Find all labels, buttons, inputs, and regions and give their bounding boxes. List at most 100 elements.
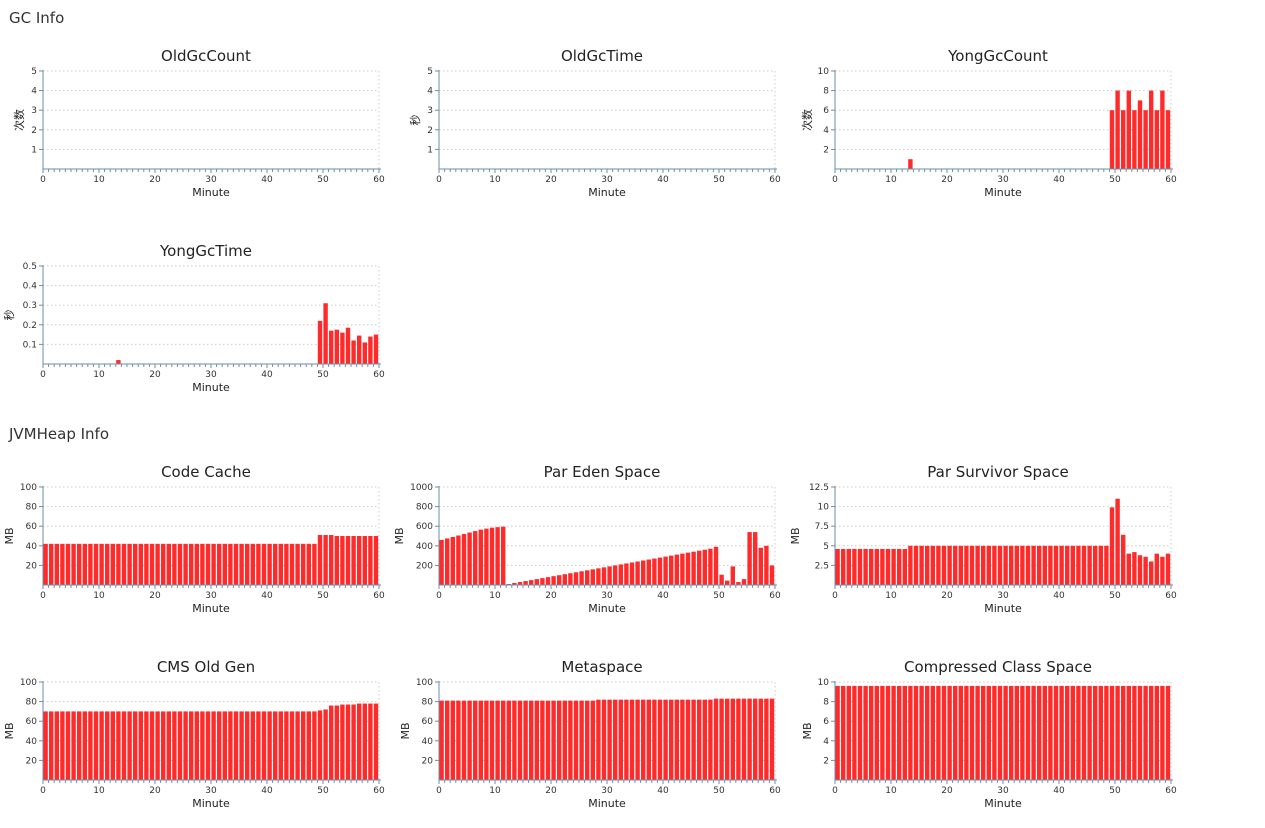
bar [624,563,629,585]
bar [172,711,177,780]
bar [439,700,444,780]
bar [222,543,227,585]
bar [110,543,115,585]
bar [54,543,59,585]
bar [250,543,255,585]
bar [161,711,166,780]
bar [1165,110,1171,169]
bar [261,711,267,780]
bar [116,360,121,364]
bar [997,685,1003,780]
bar [43,711,48,780]
bar [334,536,339,585]
chart-title: YongGcCount [948,47,1048,65]
x-axis-label: Minute [192,186,230,199]
x-tick-label: 20 [545,591,557,601]
bar [273,711,278,780]
chart-svg: 0 10 20 30 40 50 60 20 40 60 80 100 Minute MB [399,678,781,810]
y-tick-label: 80 [26,698,38,708]
bar [596,699,601,780]
bar [841,685,846,780]
bar [77,543,82,585]
y-tick-label: 7.5 [815,522,829,532]
bar [351,536,356,585]
x-tick-label: 60 [373,591,385,601]
bar [273,543,278,585]
bar [200,543,205,585]
bar [473,700,478,780]
y-tick-label: 4 [823,737,829,747]
bar [127,543,132,585]
bar [267,711,272,780]
x-tick-label: 40 [261,370,273,380]
bar [753,698,758,780]
bar [747,532,752,585]
chart-svg: 0 10 20 30 40 50 60 2 4 6 8 10 Minute 次数 [800,67,1177,199]
bar [680,699,685,780]
bar [329,535,334,585]
bar [233,543,239,585]
chart-svg: 0 10 20 30 40 50 60 1 2 3 4 5 Minute 秒 [408,67,781,199]
bar [1098,685,1103,780]
bar [908,545,913,585]
x-tick-label: 20 [149,175,161,185]
bar [49,543,54,585]
chart-svg: 0 10 20 30 40 50 60 200 400 600 800 1000 Minute MB [393,483,781,615]
y-tick-label: 10 [818,67,830,77]
bar [323,535,328,585]
y-tick-label: 6 [823,717,829,727]
x-tick-label: 60 [769,786,781,796]
y-tick-label: 0.4 [23,282,38,292]
bar [562,574,567,585]
bar [1076,685,1081,780]
bar [835,548,840,585]
y-tick-label: 100 [20,483,37,493]
chart-title: Compressed Class Space [904,658,1092,676]
bar [1009,685,1014,780]
bar [925,685,930,780]
bar [65,543,71,585]
bar [1109,507,1115,585]
chart-title: OldGcTime [560,47,644,65]
chart-compressed-class-space: Compressed Class Space 0 10 20 30 40 50 60 2 4 6 8… [801,658,1194,828]
bar [908,685,913,780]
bar [941,545,947,585]
x-tick-label: 20 [545,786,557,796]
y-axis-label: 次数 [12,109,26,131]
x-tick-label: 50 [1109,786,1121,796]
bar [885,685,891,780]
bar [295,543,300,585]
bar [82,711,87,780]
bar [306,711,311,780]
bar [245,543,250,585]
y-tick-label: 10 [818,678,830,688]
bar [1109,685,1115,780]
bar [841,548,846,585]
bar [685,552,691,585]
bar [891,685,896,780]
bar [1149,561,1154,585]
bar [166,543,171,585]
bar [719,698,724,780]
x-tick-label: 40 [657,786,669,796]
bar [93,543,99,585]
bar [641,560,646,585]
y-tick-label: 4 [823,126,829,136]
y-axis-label: MB [3,722,16,739]
bar [1098,545,1103,585]
bar [116,711,121,780]
bar [629,699,635,780]
bar [902,685,907,780]
bar [1143,685,1148,780]
chart-old-gc-time: OldGcTime 0 10 20 30 40 50 60 1 2 3 4 5 Minute 秒 [406,47,798,217]
bar [166,711,171,780]
bar [1137,685,1143,780]
bar [228,543,233,585]
x-tick-label: 10 [93,175,105,185]
bar [1087,685,1092,780]
bar [880,548,885,585]
bar [613,565,618,585]
bar [1137,100,1143,169]
bar [1020,685,1025,780]
bar [579,700,584,780]
